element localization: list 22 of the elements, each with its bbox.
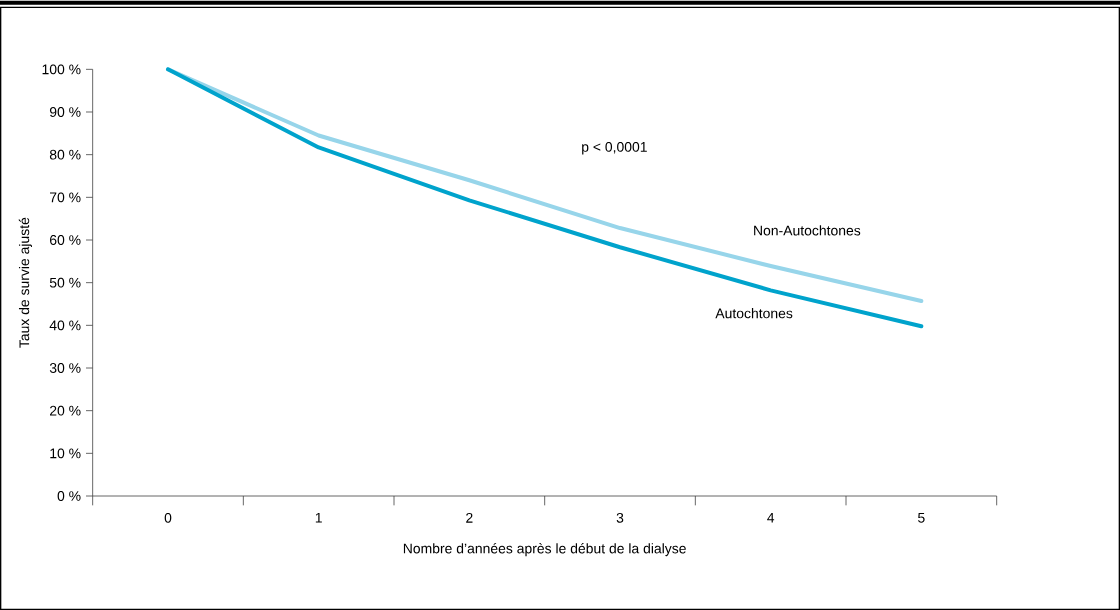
y-tick-label: 30 % [49,363,81,373]
x-tick-label: 1 [315,512,322,523]
x-tick-label: 3 [616,512,624,523]
y-tick-label: 70 % [50,192,81,203]
x-tick-label: 0 [164,512,172,523]
y-tick-label: 20 % [50,405,81,416]
y-tick-label: 100 % [42,64,81,75]
y-tick-label: 80 % [49,149,81,160]
y-axis-title: Taux de survie ajusté [18,217,32,348]
annotation: p < 0,0001 [582,141,647,155]
series-label: Non-Autochtones [754,225,861,236]
x-tick-label: 5 [918,512,925,523]
y-tick-label: 50 % [49,277,81,288]
x-axis-title: Nombre d’années après le début de la dialyse [403,543,686,557]
y-tick-label: 0 % [57,491,81,501]
series-label: Autochtones [715,308,793,319]
y-tick-label: 10 % [50,448,81,459]
y-tick-label: 40 % [49,320,81,331]
y-tick-label: 90 % [49,107,81,117]
y-tick-label: 60 % [50,235,81,245]
x-tick-label: 4 [767,512,775,523]
x-tick-label: 2 [466,512,473,523]
